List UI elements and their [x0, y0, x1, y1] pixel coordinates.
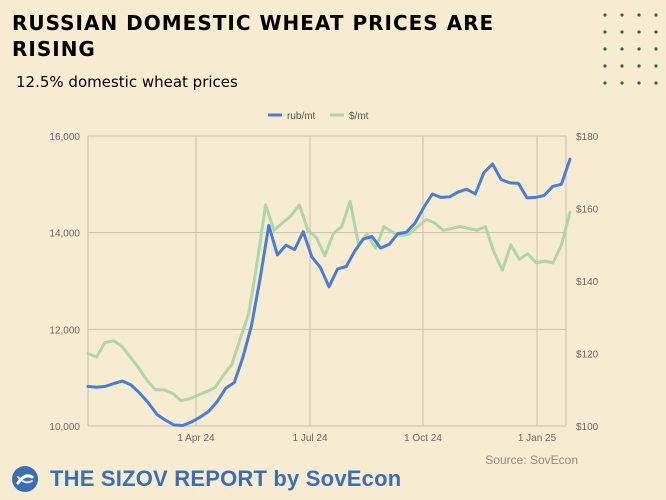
footer-brand-text: THE SIZOV REPORT by SovEcon [50, 466, 402, 491]
right-axis-ticks: $100 $120 $140 $160 $180 [576, 132, 599, 433]
x-tick-label: 1 Jul 24 [292, 433, 327, 444]
wheat-price-chart: rub/mt $/mt 10,000 12,000 14,000 16,000 $100… [49, 111, 599, 444]
footer-brand: THE SIZOV REPORT by SovEcon [10, 462, 401, 496]
decorative-dot [637, 81, 641, 85]
x-axis-ticks: 1 Apr 24 1 Jul 24 1 Oct 24 1 Jan 25 [177, 433, 556, 444]
decorative-dot [603, 30, 607, 34]
decorative-dot [620, 81, 624, 85]
right-tick-label: $120 [576, 350, 599, 361]
decorative-dot [603, 81, 607, 85]
left-tick-label: 12,000 [49, 325, 80, 336]
source-note: Source: SovEcon [485, 453, 578, 467]
decorative-dot [654, 64, 658, 68]
chart-gridlines [87, 135, 567, 427]
page-title: RUSSIAN DOMESTIC WHEAT PRICES ARE RISING [12, 11, 495, 61]
right-tick-label: $180 [576, 132, 599, 143]
sovecon-logo-icon [12, 466, 38, 492]
legend-label: $/mt [349, 111, 369, 122]
decorative-dot [637, 64, 641, 68]
decorative-dot-grid [603, 13, 658, 85]
decorative-dot [620, 64, 624, 68]
decorative-dot [654, 13, 658, 17]
left-axis-ticks: 10,000 12,000 14,000 16,000 [49, 132, 80, 433]
decorative-dot [654, 30, 658, 34]
decorative-dot [603, 47, 607, 51]
decorative-dot [603, 13, 607, 17]
decorative-dot [637, 13, 641, 17]
x-tick-label: 1 Apr 24 [177, 433, 215, 444]
left-tick-label: 14,000 [49, 229, 80, 240]
chart-legend: rub/mt $/mt [268, 111, 369, 122]
x-tick-label: 1 Oct 24 [404, 433, 442, 444]
decorative-dot [637, 30, 641, 34]
page-subtitle: 12.5% domestic wheat prices [16, 73, 238, 91]
rub-series-line [86, 157, 572, 427]
decorative-dot [620, 47, 624, 51]
x-tick-label: 1 Jan 25 [518, 433, 557, 444]
decorative-dot [603, 64, 607, 68]
decorative-dot [637, 47, 641, 51]
series-lines [86, 157, 572, 427]
decorative-dot [620, 13, 624, 17]
left-tick-label: 16,000 [49, 132, 80, 143]
left-tick-label: 10,000 [49, 422, 80, 433]
right-tick-label: $140 [576, 277, 599, 288]
right-tick-label: $100 [576, 422, 599, 433]
decorative-dot [620, 30, 624, 34]
decorative-dot [654, 47, 658, 51]
legend-label: rub/mt [287, 111, 316, 122]
decorative-dot [654, 81, 658, 85]
right-tick-label: $160 [576, 205, 599, 216]
usd-series-line [86, 199, 572, 403]
